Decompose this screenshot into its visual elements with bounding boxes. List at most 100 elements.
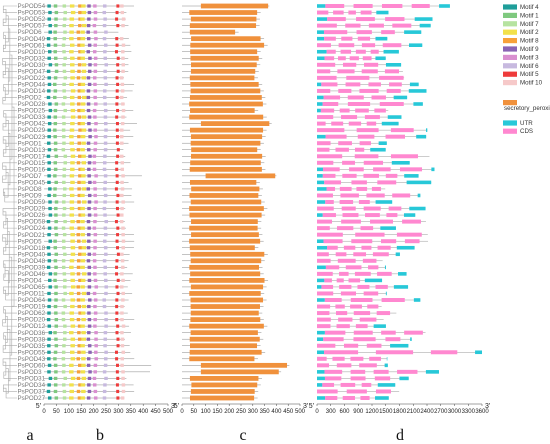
peroxidase-domain-box: [190, 55, 259, 61]
motif-box: [69, 82, 74, 86]
cds-box: [317, 317, 331, 322]
motif-box: [70, 89, 76, 93]
cds-box: [348, 10, 356, 15]
gene-name-label: PsPOD54: [18, 3, 46, 10]
motif-box: [70, 298, 75, 302]
peroxidase-domain-box: [190, 49, 258, 55]
cds-box: [317, 23, 337, 28]
motif-box: [94, 122, 98, 126]
cds-box: [351, 239, 373, 244]
motif-box: [47, 4, 51, 8]
cds-box: [342, 160, 355, 165]
peroxidase-domain-box: [191, 186, 260, 192]
utr-box: [425, 370, 439, 374]
motif-box: [80, 233, 85, 237]
motif-box: [63, 324, 67, 328]
utr-box: [384, 265, 386, 270]
motif-box: [114, 350, 118, 354]
tree-branch: [5, 368, 9, 394]
cds-box: [353, 337, 376, 342]
structure-tick-label: 2100: [407, 409, 421, 415]
motif-box: [78, 311, 82, 315]
utr-box: [417, 193, 421, 198]
cds-box: [385, 173, 398, 178]
tree-branch: [8, 133, 11, 186]
motif-box: [47, 167, 51, 171]
motif-box: [69, 141, 74, 145]
motif-box: [76, 161, 81, 165]
cds-box: [397, 369, 418, 374]
tree-branch: [2, 123, 17, 131]
motif-box: [70, 167, 75, 171]
cds-box: [337, 69, 355, 74]
cds-box: [389, 82, 402, 87]
gene-name-label: PsPOD53: [18, 10, 46, 17]
motif-box: [61, 298, 66, 302]
peroxidase-domain-box: [189, 29, 236, 35]
peroxidase-domain-box: [189, 206, 264, 211]
motif-box: [87, 311, 91, 315]
cds-box: [317, 291, 334, 296]
motif-box: [61, 239, 66, 243]
motif-box: [92, 226, 97, 230]
motif-box: [77, 324, 82, 328]
tree-branch: [9, 256, 13, 356]
motif-box: [69, 187, 74, 191]
motif-box: [80, 324, 85, 328]
motif-box: [88, 63, 92, 67]
motif-box: [103, 76, 108, 80]
motif-box: [88, 180, 92, 184]
motif-box: [103, 337, 108, 341]
legend-label: Motif 8: [520, 38, 539, 45]
motif-box: [87, 278, 92, 282]
motif-box: [62, 141, 66, 145]
cds-box: [317, 304, 331, 309]
motif-box: [46, 69, 51, 73]
gene-name-label: PsPOD29: [18, 127, 46, 134]
motif-box: [70, 337, 76, 341]
motif-box: [76, 259, 81, 263]
motif-box: [62, 174, 66, 178]
motif-box: [48, 206, 52, 211]
utr-box: [317, 187, 327, 191]
motif-box: [81, 252, 87, 256]
cds-box: [364, 115, 380, 120]
motif-box: [103, 154, 107, 158]
domain-tick-label: 250: [236, 409, 247, 415]
peroxidase-domain-box: [189, 238, 261, 244]
motif-box: [77, 56, 81, 60]
cds-box: [324, 376, 342, 381]
peroxidase-domain-box: [190, 310, 259, 316]
gene-name-label: PsPOD31: [18, 376, 46, 383]
motif-box: [115, 167, 119, 171]
motif-box: [80, 102, 86, 106]
motif-box: [77, 108, 81, 113]
motif-tick-label: 300: [113, 409, 124, 415]
cds-box: [357, 36, 371, 41]
cds-box: [359, 88, 379, 93]
structure-end-label: 3': [485, 403, 490, 410]
motif-box: [116, 226, 120, 230]
cds-box: [317, 121, 326, 126]
motif-box: [77, 331, 81, 335]
peroxidase-domain-box: [205, 173, 276, 179]
motif-box: [94, 200, 98, 204]
motif-box: [63, 331, 67, 335]
tree-branch: [2, 309, 6, 324]
motif-box: [62, 180, 66, 184]
motif-box: [93, 298, 98, 302]
motif-box: [69, 396, 74, 400]
motif-box: [69, 265, 74, 269]
motif-box: [61, 311, 66, 315]
motif-box: [120, 311, 124, 315]
cds-box: [353, 252, 367, 257]
motif-box: [114, 187, 118, 191]
structure-tick-label: 900: [353, 409, 364, 415]
cds-box: [379, 102, 404, 106]
motif-box: [76, 285, 80, 289]
gene-name-label: PsPOD12: [18, 323, 46, 330]
motif-box: [78, 128, 82, 132]
motif-box: [47, 350, 51, 354]
cds-box: [335, 252, 347, 257]
